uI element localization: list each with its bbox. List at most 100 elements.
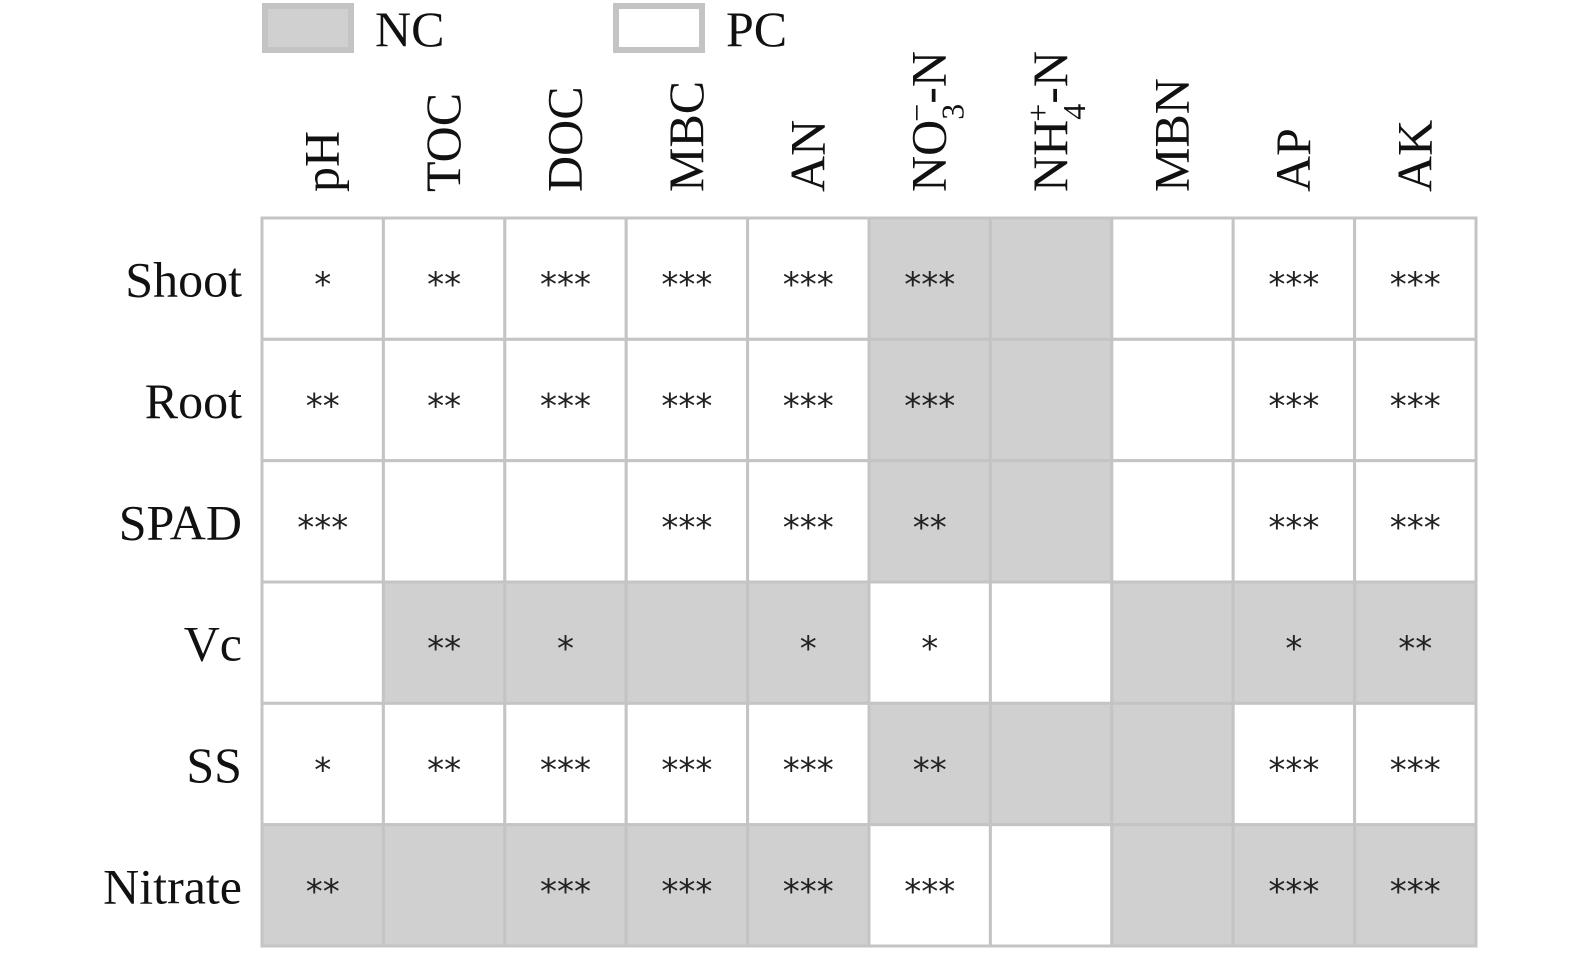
cell-label: *** <box>1268 265 1319 305</box>
cell <box>1231 823 1357 948</box>
cell-label: ** <box>306 872 340 912</box>
column-label: pH <box>294 131 350 192</box>
column-label-part: MBN <box>1144 78 1200 192</box>
legend-label: PC <box>726 1 787 57</box>
cell <box>1353 580 1478 705</box>
row-label: SS <box>186 737 242 793</box>
cell-label: *** <box>297 508 348 548</box>
cell-label: ** <box>427 629 461 669</box>
cell-label: *** <box>1268 387 1319 427</box>
cell-label: ** <box>427 387 461 427</box>
cell-label: *** <box>540 751 591 791</box>
cell <box>260 701 385 827</box>
cell <box>746 823 871 948</box>
column-label-part: pH <box>294 131 350 192</box>
column-label-part: 4 <box>1056 104 1092 120</box>
cell <box>867 823 992 948</box>
cell <box>867 216 992 341</box>
cell <box>1110 580 1235 705</box>
cell-label: *** <box>904 265 955 305</box>
cell-label: * <box>921 629 938 669</box>
cell <box>260 459 385 584</box>
column-label-part: AN <box>779 120 835 192</box>
cell-label: *** <box>783 387 834 427</box>
column-label: MBC <box>658 81 714 192</box>
cell-label: *** <box>1268 508 1319 548</box>
cell <box>988 823 1114 948</box>
cell <box>1353 823 1478 948</box>
cell <box>1353 216 1478 341</box>
cell <box>381 337 507 463</box>
cell <box>1231 459 1357 584</box>
cell <box>624 459 750 584</box>
cell-label: * <box>314 751 331 791</box>
cell-label: *** <box>1268 872 1319 912</box>
cell-label: *** <box>904 872 955 912</box>
cell-label: ** <box>913 751 947 791</box>
cell <box>988 459 1114 584</box>
cell-label: ** <box>913 508 947 548</box>
cell-label: *** <box>661 751 712 791</box>
cell <box>867 337 992 463</box>
column-label-part: NO <box>901 120 957 192</box>
cell-label: *** <box>661 265 712 305</box>
cell <box>381 459 507 584</box>
column-label-part: -N <box>1022 51 1078 104</box>
cell-label: *** <box>1390 265 1441 305</box>
cell-label: ** <box>427 265 461 305</box>
column-label-part: DOC <box>537 86 593 192</box>
legend-label: NC <box>375 1 444 57</box>
cell <box>1231 580 1357 705</box>
column-label-part: TOC <box>415 93 471 192</box>
column-label: NO3−-N <box>899 51 971 192</box>
cell <box>381 823 507 948</box>
column-label: AN <box>779 120 835 192</box>
cell-label: *** <box>783 872 834 912</box>
column-label-part: 3 <box>935 104 971 120</box>
cell-label: ** <box>1398 629 1432 669</box>
cell <box>260 823 385 948</box>
cell <box>1110 701 1235 827</box>
cell <box>503 459 628 584</box>
cell-label: *** <box>1390 872 1441 912</box>
cell <box>260 580 385 705</box>
cell <box>1110 459 1235 584</box>
column-label-part: + <box>1020 104 1056 122</box>
cell <box>1353 459 1478 584</box>
cell <box>503 701 628 827</box>
cell-label: * <box>800 629 817 669</box>
cell <box>988 216 1114 341</box>
cell <box>381 580 507 705</box>
column-label: AK <box>1386 120 1442 192</box>
column-label: MBN <box>1144 78 1200 192</box>
cell-label: *** <box>661 508 712 548</box>
cell <box>624 580 750 705</box>
cell-label: ** <box>427 751 461 791</box>
cell-label: *** <box>540 387 591 427</box>
cell <box>624 337 750 463</box>
cell <box>988 580 1114 705</box>
cell <box>1353 701 1478 827</box>
column-label-part: -N <box>901 51 957 104</box>
column-label-part: AP <box>1265 128 1321 192</box>
column-label-part: NH <box>1022 120 1078 192</box>
cell-label: *** <box>1390 751 1441 791</box>
cell <box>867 459 992 584</box>
column-label-part: AK <box>1386 120 1442 192</box>
column-label: NH4+-N <box>1020 51 1092 192</box>
legend-swatch <box>262 3 354 53</box>
column-label: TOC <box>415 93 471 192</box>
cell-label: * <box>314 265 331 305</box>
cell <box>260 216 385 341</box>
cell <box>381 216 507 341</box>
column-label-part: − <box>899 104 935 122</box>
cell <box>988 701 1114 827</box>
column-label: DOC <box>537 86 593 192</box>
cell-label: *** <box>1268 751 1319 791</box>
cell <box>1110 216 1235 341</box>
row-label: Root <box>145 373 242 429</box>
cell-label: * <box>1285 629 1302 669</box>
cell-label: *** <box>904 387 955 427</box>
column-label: AP <box>1265 128 1321 192</box>
